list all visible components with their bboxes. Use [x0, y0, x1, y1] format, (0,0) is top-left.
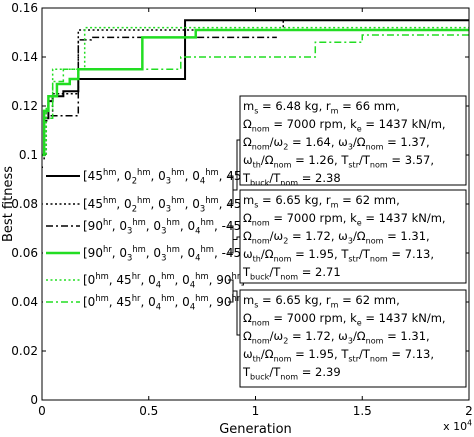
annotation-box: [239, 95, 467, 186]
annotation-text: ωth/Ωnom = 1.95, Tstr/Tnom = 7.13,: [243, 247, 434, 263]
annotation-text: Tbuck/Tnom = 2.39: [242, 365, 341, 381]
annotation-text: Ωnom = 7000 rpm, ke = 1437 kN/m,: [243, 211, 446, 227]
y-tick-label: 0.04: [11, 295, 38, 309]
annotation-text: Tbuck/Tnom = 2.38: [242, 171, 341, 187]
x-multiplier: x 104: [443, 419, 472, 433]
bracket: [228, 225, 240, 254]
series-line: [42, 34, 469, 156]
plot-frame: [41, 7, 470, 401]
y-axis-label: Best fitness: [1, 166, 16, 242]
y-tick-label: 0.08: [11, 197, 38, 211]
annotation-text: Tbuck/Tnom = 2.71: [242, 265, 341, 281]
y-tick-label: 0.06: [11, 246, 38, 260]
x-tick-label: 0: [38, 404, 46, 418]
annotation-text: Ωnom/ω2 = 1.72, ω3/Ωnom = 1.31,: [243, 229, 430, 245]
x-tick-label: 1.5: [353, 404, 372, 418]
series-line: [42, 28, 469, 157]
x-axis-label: Generation: [219, 422, 292, 437]
legend-bg: [43, 162, 233, 314]
bracket: [228, 139, 240, 205]
y-tick-label: 0: [30, 393, 38, 407]
y-tick-label: 0.14: [11, 50, 38, 64]
x-tick-label: 2: [465, 404, 473, 418]
annotation-text: ms = 6.48 kg, rm = 66 mm,: [243, 99, 400, 115]
bracket: [228, 279, 240, 336]
annotation-box: [239, 189, 467, 284]
annotation-text: Ωnom/ω2 = 1.72, ω3/Ωnom = 1.31,: [243, 329, 430, 345]
plot-lines: [42, 19, 469, 168]
y-tick-label: 0.12: [11, 99, 38, 113]
y-tick-label: 0.1: [19, 148, 38, 162]
legend-label: [45hm, 02hm, 03hm, 03hm, 45hr]: [83, 195, 255, 213]
annotation-text: ms = 6.65 kg, rm = 62 mm,: [243, 293, 400, 309]
legend-label: [0hm, 45hr, 04hm, 04hm, 90hr]: [83, 293, 245, 311]
annotation-text: ms = 6.65 kg, rm = 62 mm,: [243, 193, 400, 209]
x-tick-label: 0.5: [139, 404, 158, 418]
annotation-text: ωth/Ωnom = 1.95, Tstr/Tnom = 7.13,: [243, 347, 434, 363]
annotation-box: [239, 289, 467, 388]
y-tick-label: 0.16: [11, 1, 38, 15]
y-tick-label: 0.02: [11, 344, 38, 358]
annotation-text: Ωnom/ω2 = 1.64, ω3/Ωnom = 1.37,: [243, 135, 430, 151]
x-tick-label: 1: [252, 404, 260, 418]
legend-label: [45hm, 02hm, 03hm, 04hm, 45hr]: [83, 167, 255, 185]
annotation-text: Ωnom = 7000 rpm, ke = 1437 kN/m,: [243, 311, 446, 327]
legend-label: [90hr, 03hm, 03hm, 04hm, -45hr]: [83, 244, 255, 262]
annotation-text: ωth/Ωnom = 1.26, Tstr/Tnom = 3.57,: [243, 153, 434, 169]
annotation-text: Ωnom = 7000 rpm, ke = 1437 kN/m,: [243, 117, 446, 133]
